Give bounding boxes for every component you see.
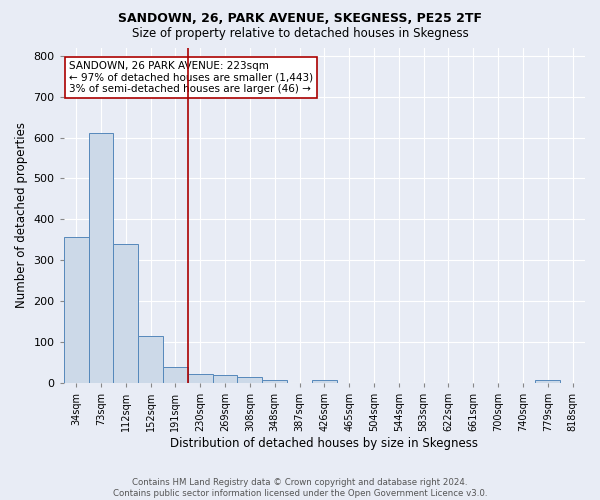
Text: Size of property relative to detached houses in Skegness: Size of property relative to detached ho… xyxy=(131,28,469,40)
Bar xyxy=(312,380,337,383)
Bar xyxy=(238,377,262,383)
Y-axis label: Number of detached properties: Number of detached properties xyxy=(15,122,28,308)
Bar xyxy=(113,244,138,383)
Bar xyxy=(163,366,188,383)
Bar xyxy=(138,336,163,383)
Bar xyxy=(212,375,238,383)
Text: Contains HM Land Registry data © Crown copyright and database right 2024.
Contai: Contains HM Land Registry data © Crown c… xyxy=(113,478,487,498)
Text: SANDOWN, 26 PARK AVENUE: 223sqm
← 97% of detached houses are smaller (1,443)
3% : SANDOWN, 26 PARK AVENUE: 223sqm ← 97% of… xyxy=(69,61,313,94)
Text: SANDOWN, 26, PARK AVENUE, SKEGNESS, PE25 2TF: SANDOWN, 26, PARK AVENUE, SKEGNESS, PE25… xyxy=(118,12,482,26)
X-axis label: Distribution of detached houses by size in Skegness: Distribution of detached houses by size … xyxy=(170,437,478,450)
Bar xyxy=(64,236,89,383)
Bar xyxy=(535,380,560,383)
Bar xyxy=(188,374,212,383)
Bar xyxy=(89,133,113,383)
Bar xyxy=(262,380,287,383)
